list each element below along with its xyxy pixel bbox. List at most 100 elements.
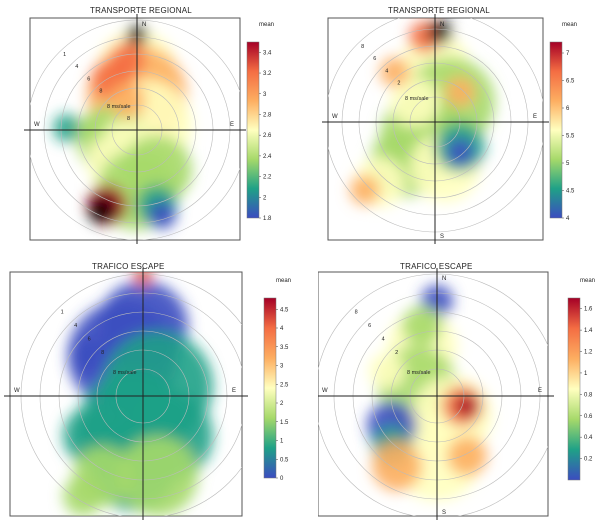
colorbar-tick-label: 5 — [566, 161, 570, 167]
heat-blob — [380, 57, 410, 87]
annotation-label: 8 ms/sale — [107, 104, 131, 110]
ring-label: 4 — [74, 323, 77, 329]
colorbar-tick-label: 4 — [280, 326, 284, 332]
direction-label-w: W — [332, 114, 338, 120]
colorbar-tick-label: 2.8 — [263, 112, 272, 118]
direction-label-w: W — [14, 388, 20, 394]
colorbar-tick-label: 0.2 — [584, 457, 593, 463]
colorbar-tick-label: 3.2 — [263, 71, 272, 77]
colorbar-tick-label: 0.8 — [584, 392, 593, 398]
ring-label: 6 — [368, 323, 371, 329]
ring-label: 2 — [395, 350, 398, 356]
polar-plot-trafico-escape-2: TRAFICO ESCAPE N W E S 8 6 4 2 8 ms/sale mean 1.6 1… — [312, 258, 608, 521]
direction-label-w: W — [322, 388, 328, 394]
heat-blob — [109, 82, 145, 118]
heat-surface — [63, 272, 213, 516]
colorbar-tick-label: 3.4 — [263, 50, 272, 56]
colorbar-tick-label: 2.2 — [263, 175, 272, 181]
polar-chart-svg: N W E S 8 6 4 2 8 ms/sale mean 7 6.5 6 5.5 5 4.5 4 — [322, 14, 577, 244]
direction-label-n: N — [442, 276, 446, 282]
heat-blob — [53, 114, 81, 142]
chart-title: TRAFICO ESCAPE — [400, 262, 473, 271]
colorbar — [246, 41, 260, 219]
ring-label: 4 — [385, 68, 388, 74]
heat-blob — [372, 441, 422, 491]
heat-blob — [428, 20, 452, 44]
annotation-label: 8 — [127, 116, 130, 122]
heat-blob — [390, 77, 440, 127]
ring-label: 6 — [87, 76, 90, 82]
ring-label: 1 — [61, 310, 64, 316]
heat-blob — [148, 201, 176, 229]
heat-surface — [53, 25, 192, 230]
direction-label-n: N — [142, 22, 146, 28]
legend-title: mean — [580, 278, 595, 284]
direction-label-e: E — [533, 114, 537, 120]
ring-label: 8 — [355, 310, 358, 316]
chart-title: TRAFICO ESCAPE — [92, 262, 165, 271]
annotation-label: 8 ms/sale — [113, 370, 137, 376]
heat-blob — [455, 394, 479, 418]
heat-blob — [68, 336, 108, 376]
polar-chart-svg: N W E S 8 6 4 2 8 ms/sale mean 1.6 1.4 1.2 1 0.8 0.6 0.4… — [312, 268, 595, 520]
heat-blob — [118, 436, 198, 516]
direction-label-w: W — [34, 122, 40, 128]
colorbar-tick-label: 0 — [280, 476, 284, 482]
ring-label: 6 — [373, 56, 376, 62]
direction-label-e: E — [538, 388, 542, 394]
legend-title: mean — [259, 22, 274, 28]
colorbar-tick-label: 2.6 — [263, 133, 272, 139]
colorbar-tick-label: 5.5 — [566, 134, 575, 140]
heat-blob — [446, 138, 474, 166]
direction-label-s: S — [440, 234, 444, 240]
polar-plot-trafico-escape-1: TRAFICO ESCAPE W E 1 4 6 8 8 ms/sale mean 4.5 4 3.… — [0, 258, 300, 521]
colorbar-tick-label: 1.2 — [584, 350, 593, 356]
colorbar-tick-label: 0.5 — [280, 457, 289, 463]
ring-label: 8 — [361, 44, 364, 50]
colorbar-tick-label: 7 — [566, 51, 570, 57]
direction-label-e: E — [232, 388, 236, 394]
polar-plot-transporte-regional-2: TRANSPORTE REGIONAL N W E S 8 6 4 2 8 ms/sale mea… — [318, 0, 608, 250]
annotation-label: 8 ms/sale — [407, 370, 431, 376]
colorbar-tick-label: 2 — [280, 401, 284, 407]
colorbar — [263, 297, 277, 479]
ring-label: 2 — [397, 80, 400, 86]
heat-surface — [350, 20, 495, 207]
colorbar-tick-label: 3.5 — [280, 345, 289, 351]
legend-title: mean — [276, 278, 291, 284]
heat-blob — [369, 353, 405, 389]
heat-blob — [88, 196, 116, 224]
ring-label: 8 — [101, 350, 104, 356]
heat-blob — [350, 175, 380, 205]
heat-blob — [445, 77, 475, 107]
chart-title: TRANSPORTE REGIONAL — [90, 6, 192, 15]
colorbar-tick-label: 1.8 — [263, 216, 272, 222]
colorbar-tick-label: 4.5 — [566, 189, 575, 195]
colorbar — [567, 297, 581, 481]
colorbar-tick-label: 3 — [263, 92, 267, 98]
polar-plot-transporte-regional-1: TRANSPORTE REGIONAL N W E 1 4 6 8 8 ms/sale 8 mea… — [0, 0, 300, 250]
colorbar-tick-label: 0.4 — [584, 435, 593, 441]
colorbar-tick-label: 4 — [566, 216, 570, 222]
polar-chart-svg: N W E 1 4 6 8 8 ms/sale 8 mean 3.4 3.2 3 2.8 2.6 2.4 2.2… — [24, 14, 274, 244]
colorbar-tick-label: 3 — [280, 364, 284, 370]
colorbar-tick-label: 0.6 — [584, 414, 593, 420]
ring-label: 1 — [63, 52, 66, 58]
heat-blob — [447, 436, 487, 476]
colorbar-tick-label: 1.5 — [280, 420, 289, 426]
direction-label-s: S — [442, 510, 446, 516]
colorbar-tick-label: 2.5 — [280, 382, 289, 388]
colorbar-tick-label: 4.5 — [280, 307, 289, 313]
polar-chart-svg: W E 1 4 6 8 8 ms/sale mean 4.5 4 3.5 3 2.5 2 1.5 1 0.5 0 — [4, 268, 291, 520]
colorbar-tick-label: 2.4 — [263, 154, 272, 160]
colorbar-tick-label: 6.5 — [566, 79, 575, 85]
ring-label: 4 — [382, 337, 385, 343]
direction-label-n: N — [440, 22, 444, 28]
colorbar — [549, 41, 563, 219]
ring-label: 8 — [99, 88, 102, 94]
colorbar-tick-label: 2 — [263, 195, 267, 201]
ring-label: 4 — [75, 64, 78, 70]
heat-blob — [78, 114, 106, 142]
heat-blob — [63, 476, 103, 516]
annotation-label: 8 ms/sale — [405, 96, 429, 102]
